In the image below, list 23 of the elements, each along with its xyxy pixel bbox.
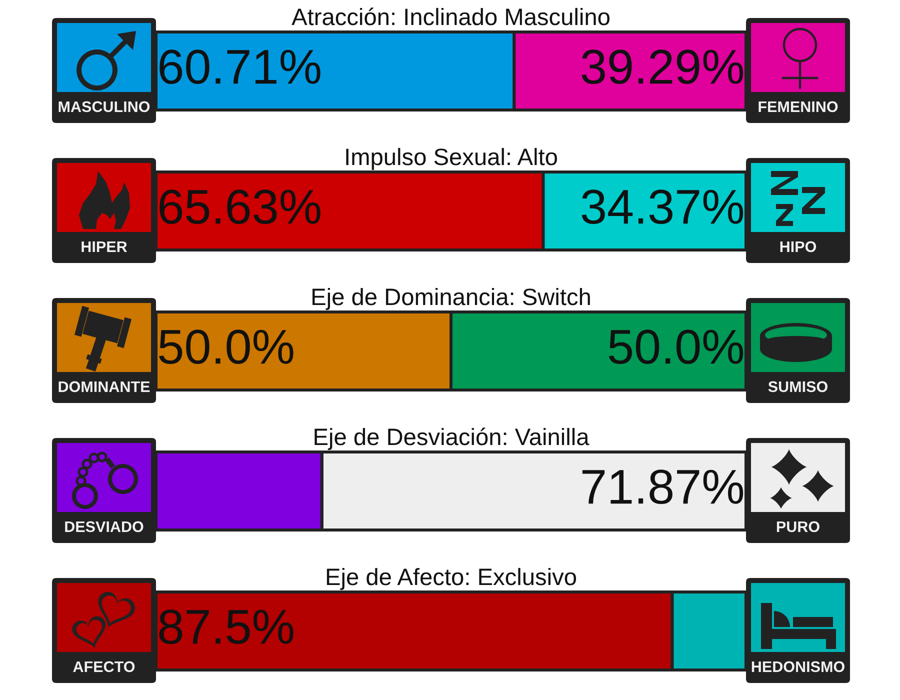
series-label: MASCULINO [58,101,150,112]
chart-title: Eje de Afecto: Exclusivo [326,568,576,590]
series-label: AFECTO [73,661,135,672]
text: HIPO [780,241,816,252]
data-label: 50.0% [159,330,294,364]
data-label: 87.5% [159,610,294,644]
chart-title: Atracción: Inclinado Masculino [292,8,610,26]
data-label: 71.87% [582,470,744,504]
data-label: 50.0% [608,330,744,364]
series-label: DESVIADO [65,521,144,532]
series-label: SUMISO [768,381,828,392]
chart-title: Eje de Desviación: Vainilla [314,428,590,450]
series-label: HEDONISMO [752,661,844,672]
data-label: 34.37% [582,190,744,224]
data-label: 65.63% [160,190,320,224]
text: PURO [776,521,820,532]
data-label: 39.29% [582,50,744,84]
chart-title: Impulso Sexual: Alto [346,148,557,170]
series-label: DOMINANTE [58,381,150,392]
chart-title: Eje de Dominancia: Switch [312,288,590,310]
series-label: HIPER [82,241,128,252]
series-label: FEMENINO [758,101,838,112]
data-label: 60.71% [160,50,320,84]
